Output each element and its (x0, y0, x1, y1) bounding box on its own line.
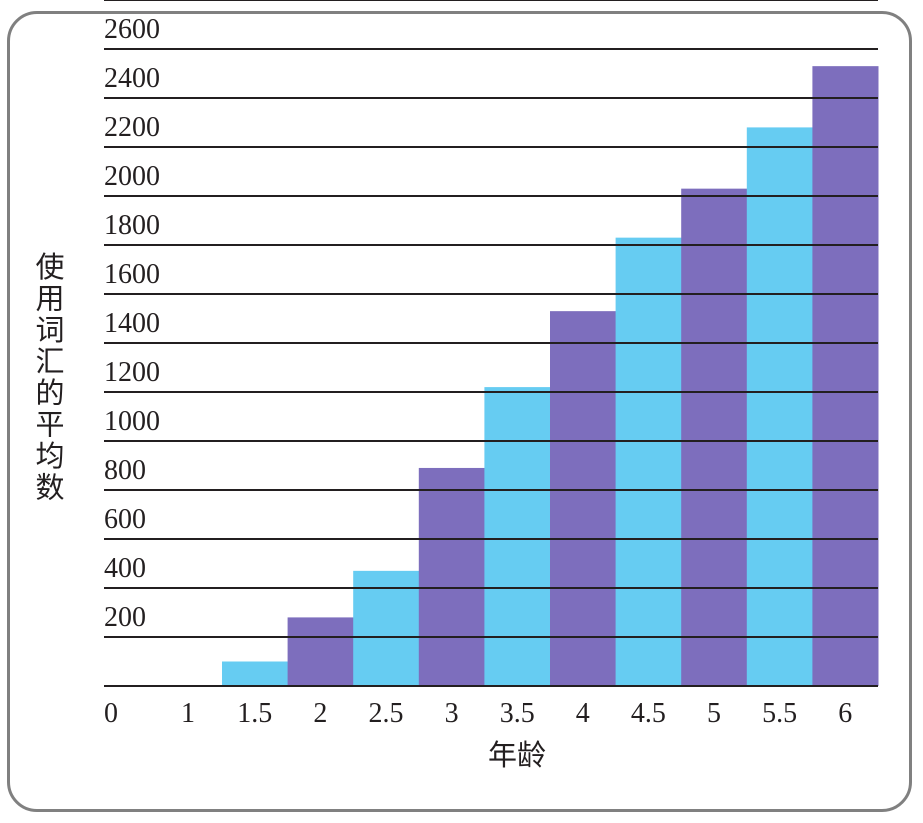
y-tick-label: 800 (104, 455, 146, 486)
bar-6 (812, 66, 879, 686)
bar-4 (550, 311, 617, 686)
y-tick-label: 400 (104, 553, 146, 584)
bar-3.5 (484, 387, 551, 686)
bar-2 (287, 617, 354, 686)
x-axis-title: 年龄 (488, 738, 546, 772)
x-tick-label: 1.5 (237, 698, 272, 729)
y-axis-title: 使用词汇的平均数 (35, 250, 64, 505)
x-tick-label: 1 (181, 698, 195, 729)
x-tick-label: 2 (313, 698, 327, 729)
bar-1.5 (222, 661, 289, 686)
x-tick-label: 5.5 (762, 698, 797, 729)
x-tick-labels: 0 1 1.5 2 2.5 3 3.5 4 4.5 5 5.5 6 (104, 698, 852, 729)
y-tick-label: 600 (104, 504, 146, 535)
y-tick-label: 2200 (104, 112, 160, 143)
bar-4.5 (615, 237, 682, 686)
y-tick-label: 2400 (104, 63, 160, 94)
y-tick-label: 1200 (104, 357, 160, 388)
x-tick-label: 3.5 (500, 698, 535, 729)
x-tick-label: 6 (838, 698, 852, 729)
bar-5 (681, 188, 748, 686)
bars (222, 66, 879, 686)
bar-5.5 (746, 127, 813, 686)
y-tick-label: 1000 (104, 406, 160, 437)
y-tick-label: 2000 (104, 161, 160, 192)
y-tick-labels: 200 400 600 800 1000 1200 1400 1600 1800 2000 2200… (104, 14, 160, 633)
x-tick-label: 3 (445, 698, 459, 729)
y-tick-label: 1800 (104, 210, 160, 241)
x-tick-label: 5 (707, 698, 721, 729)
x-tick-label: 4 (576, 698, 590, 729)
y-tick-label: 1400 (104, 308, 160, 339)
horizontal-lines (104, 0, 878, 687)
bar-2.5 (353, 570, 420, 686)
y-tick-label: 200 (104, 602, 146, 633)
y-tick-label: 1600 (104, 259, 160, 290)
y-tick-label: 2600 (104, 14, 160, 45)
x-tick-label: 2.5 (369, 698, 404, 729)
bar-3 (418, 467, 485, 686)
x-tick-label: 4.5 (631, 698, 666, 729)
x-tick-label: 0 (104, 698, 118, 729)
